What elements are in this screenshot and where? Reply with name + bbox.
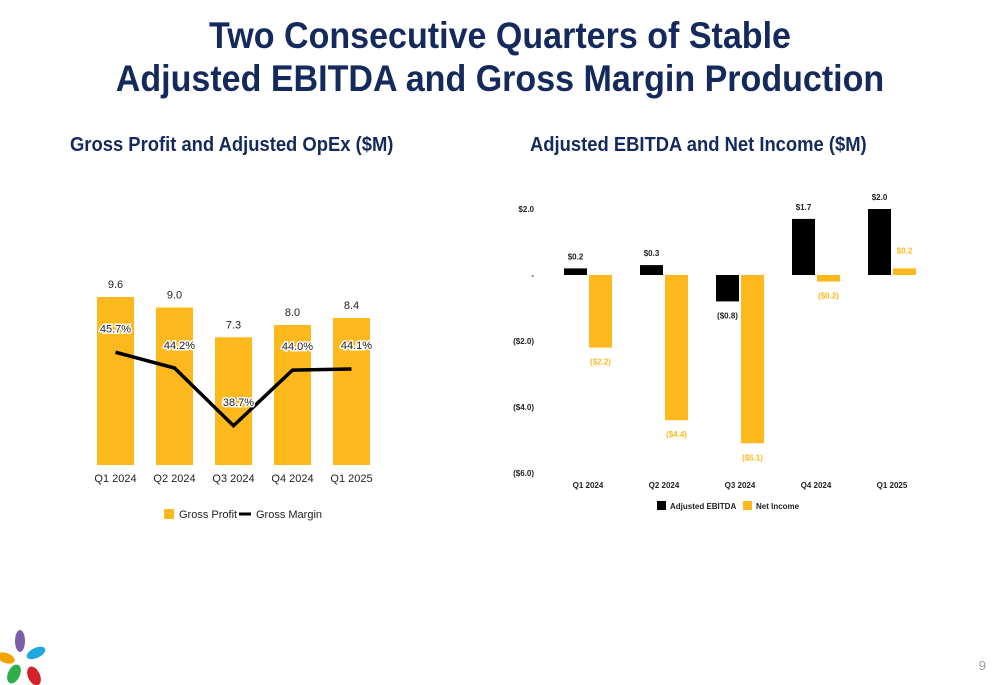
x-tick-label: Q1 2024 [573,481,604,490]
x-tick-label: Q1 2024 [94,473,136,485]
legend-label-adjusted-ebitda: Adjusted EBITDA [670,502,736,511]
gross-profit-bar [156,307,193,465]
net-income-value-label: ($4.4) [666,430,687,439]
gross-margin-label: 44.2% [164,340,195,352]
gross-profit-value-label: 8.4 [344,300,359,312]
legend-swatch-adjusted-ebitda [657,501,666,510]
net-income-bar [665,275,688,421]
gross-margin-line [115,350,352,429]
left-chart-title: Gross Profit and Adjusted OpEx ($M) [70,134,394,156]
y-tick-label: ($6.0) [513,469,534,478]
y-tick-label: - [531,271,534,280]
x-tick-label: Q4 2024 [271,473,313,485]
gross-margin-label-halo: 38.7% [223,397,254,409]
y-tick-label: ($4.0) [513,403,534,412]
y-tick-label: $2.0 [518,205,534,214]
x-tick-label: Q1 2025 [877,481,908,490]
net-income-value-label: $0.2 [897,246,913,255]
x-tick-label: Q1 2025 [330,473,372,485]
gross-profit-value-label: 9.0 [167,290,182,302]
page-title: Two Consecutive Quarters of Stable Adjus… [40,14,960,100]
adjusted-ebitda-bar [792,218,815,275]
net-income-bar [817,275,840,282]
gross-margin-label: 44.1% [341,340,372,352]
net-income-value-label: ($5.1) [742,453,763,462]
gross-margin-label: 45.7% [100,323,131,335]
legend-label-net-income: Net Income [756,502,800,511]
legend-label-gross-profit: Gross Profit [179,509,237,521]
gross-profit-bar [97,297,134,465]
gross-profit-value-label: 7.3 [226,319,241,331]
x-tick-label: Q3 2024 [212,473,254,485]
gross-margin-label: 38.7% [223,397,254,409]
legend-swatch-gross-profit [164,509,174,519]
adjusted-ebitda-bar [564,268,587,275]
adjusted-ebitda-value-label: ($0.8) [717,311,738,320]
x-tick-label: Q2 2024 [649,481,680,490]
adjusted-ebitda-value-label: $0.2 [568,252,584,261]
net-income-value-label: ($0.2) [818,292,839,301]
gross-profit-bar [215,337,252,465]
net-income-value-label: ($2.2) [590,358,611,367]
company-logo [0,630,46,685]
gross-profit-value-label: 9.6 [108,279,123,291]
adjusted-ebitda-value-label: $0.3 [644,249,660,258]
title-line-2: Adjusted EBITDA and Gross Margin Product… [115,58,885,99]
y-tick-label: ($2.0) [513,337,534,346]
gross-margin-label-halo: 44.1% [341,340,372,352]
adjusted-ebitda-bar [640,265,663,275]
legend-swatch-net-income [743,501,752,510]
gross-margin-label-halo: 44.0% [282,341,313,353]
x-tick-label: Q2 2024 [153,473,195,485]
page-number: 9 [978,658,986,673]
net-income-bar [893,268,916,275]
title-line-1: Two Consecutive Quarters of Stable [209,15,791,56]
adjusted-ebitda-value-label: $1.7 [796,203,812,212]
gross-profit-bar [333,318,370,465]
adjusted-ebitda-bar [868,209,891,275]
gross-profit-bar [274,325,311,465]
gross-profit-value-label: 8.0 [285,307,300,319]
gross-margin-label: 44.0% [282,341,313,353]
gross-margin-label-halo: 44.2% [164,340,195,352]
net-income-bar [589,275,612,348]
x-tick-label: Q4 2024 [801,481,832,490]
x-tick-label: Q3 2024 [725,481,756,490]
legend-label-gross-margin: Gross Margin [256,509,322,521]
adjusted-ebitda-value-label: $2.0 [872,193,888,202]
net-income-bar [741,275,764,444]
adjusted-ebitda-bar [716,275,739,302]
right-chart-title: Adjusted EBITDA and Net Income ($M) [530,134,867,156]
gross-margin-label-halo: 45.7% [100,323,131,335]
